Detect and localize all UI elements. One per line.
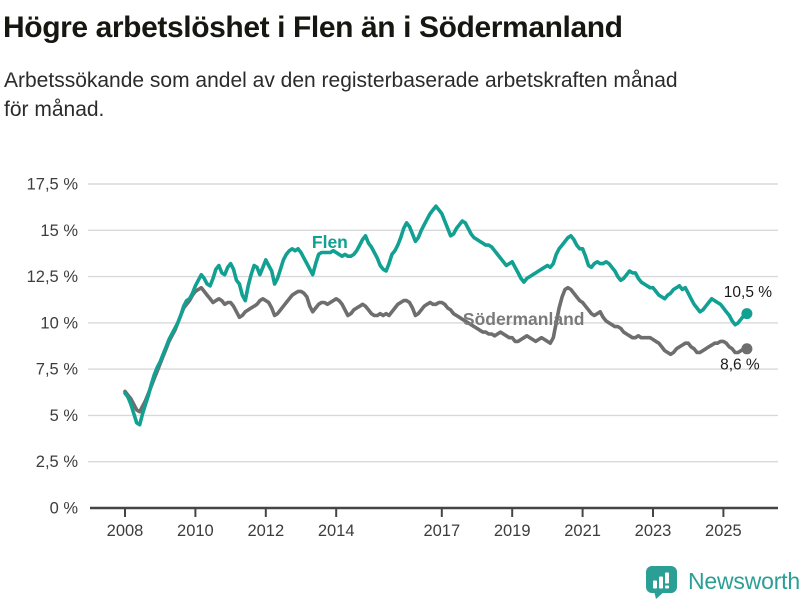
series-label-södermanland: Södermanland — [463, 309, 585, 329]
page-subtitle: Arbetssökande som andel av den registerb… — [4, 66, 800, 124]
y-tick-label: 0 % — [50, 500, 79, 518]
y-tick-label: 5 % — [50, 407, 79, 425]
newsworthy-logo: Newsworthy — [645, 564, 800, 599]
newsworthy-logo-text: Newsworthy — [688, 568, 800, 594]
y-tick-label: 2,5 % — [36, 453, 79, 471]
x-tick-label: 2017 — [423, 522, 460, 540]
y-tick-label: 15 % — [40, 222, 78, 240]
series-end-value-södermanland: 8,6 % — [720, 356, 760, 373]
x-tick-label: 2014 — [318, 522, 355, 540]
series-endpoint-södermanland — [741, 343, 753, 355]
x-tick-label: 2019 — [494, 522, 531, 540]
newsworthy-logo-icon — [646, 566, 677, 599]
y-tick-label: 12,5 % — [27, 268, 79, 286]
x-tick-label: 2023 — [635, 522, 672, 540]
series-label-flen: Flen — [312, 232, 348, 252]
series-line-flen — [123, 204, 749, 427]
x-tick-label: 2010 — [177, 522, 214, 540]
series-end-value-flen: 10,5 % — [724, 284, 772, 301]
x-tick-label: 2021 — [564, 522, 601, 540]
page-subtitle-line1: Arbetssökande som andel av den registerb… — [4, 69, 678, 92]
x-tick-label: 2012 — [247, 522, 284, 540]
y-tick-label: 10 % — [40, 314, 78, 332]
x-tick-label: 2025 — [705, 522, 742, 540]
series-endpoint-flen — [741, 308, 753, 320]
y-tick-label: 17,5 % — [27, 176, 79, 194]
page-subtitle-line2: för månad. — [4, 98, 105, 121]
x-tick-label: 2008 — [107, 522, 144, 540]
series-line-södermanland — [123, 285, 749, 414]
page-title: Högre arbetslöshet i Flen än i Södermanl… — [3, 11, 623, 44]
y-tick-label: 7,5 % — [36, 361, 79, 379]
